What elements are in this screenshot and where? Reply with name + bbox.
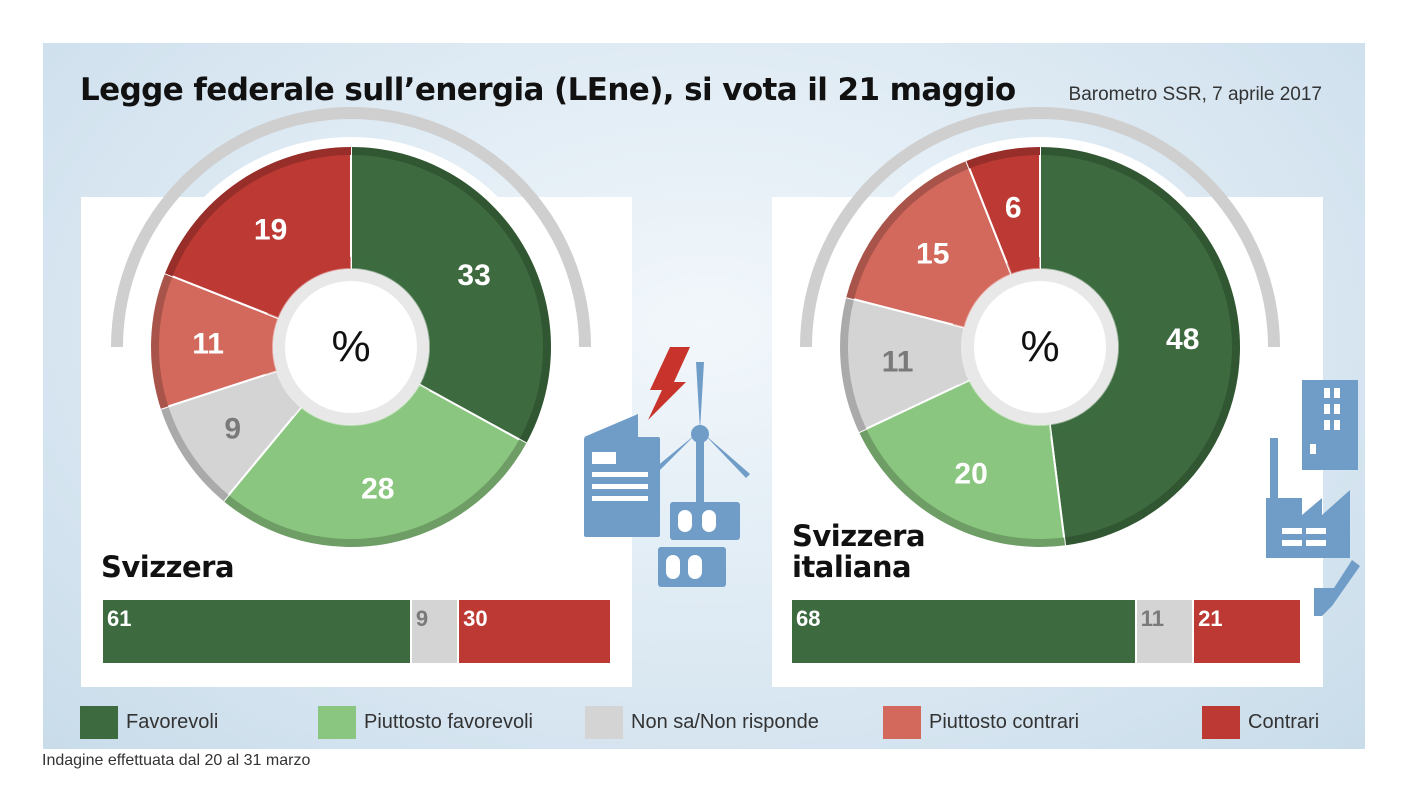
bar-segment-contrari-svizzera: 30 (457, 600, 610, 663)
bar-segment-favorevoli-svizzera-italiana: 68 (792, 600, 1135, 663)
legend-item-piuttosto-contrari: Piuttosto contrari (883, 705, 1079, 739)
legend-item-favorevoli: Favorevoli (80, 705, 218, 739)
legend-swatch (1202, 705, 1240, 739)
legend-item-piuttosto-favorevoli: Piuttosto favorevoli (318, 705, 533, 739)
legend-label: Favorevoli (126, 710, 219, 733)
bar-segment-non-sa-svizzera-italiana: 11 (1134, 600, 1193, 663)
lightning-icon (648, 347, 690, 420)
bar-label-non-sa-svizzera: 9 (415, 606, 429, 631)
legend-swatch (883, 705, 921, 739)
legend-item-non-sa: Non sa/Non risponde (585, 705, 819, 739)
bar-segment-non-sa-svizzera: 9 (409, 600, 458, 663)
bar-label-non-sa-svizzera-italiana: 11 (1140, 606, 1164, 631)
chart-title: Legge federale sull’energia (LEne), si v… (80, 72, 1016, 108)
region-name-svizzera-italiana: Svizzera italiana (792, 519, 926, 584)
bar-segment-favorevoli-svizzera: 61 (103, 600, 410, 663)
buildings-icon (1266, 380, 1360, 616)
legend-swatch (80, 705, 118, 739)
legend-swatch (585, 705, 623, 739)
legend-swatch (318, 705, 356, 739)
legend-label: Contrari (1248, 710, 1320, 733)
bar-label-contrari-svizzera-italiana: 21 (1198, 606, 1223, 631)
legend-label: Piuttosto favorevoli (364, 710, 533, 733)
region-name-svizzera: Svizzera (101, 550, 235, 584)
footnote: Indagine effettuata dal 20 al 31 marzo (42, 752, 311, 769)
bar-segment-contrari-svizzera-italiana: 21 (1192, 600, 1300, 663)
bar-label-contrari-svizzera: 30 (463, 606, 488, 631)
legend-label: Piuttosto contrari (929, 710, 1080, 733)
stacked-bar-svizzera-italiana: 68 11 21 (792, 600, 1300, 663)
chart-source: Barometro SSR, 7 aprile 2017 (1068, 84, 1322, 105)
energy-icon (584, 347, 750, 587)
legend-item-contrari: Contrari (1202, 705, 1319, 739)
legend-label: Non sa/Non risponde (631, 710, 819, 733)
bar-label-favorevoli-svizzera: 61 (107, 606, 132, 631)
legend: Favorevoli Piuttosto favorevoli Non sa/Non… (0, 705, 1408, 739)
stacked-bar-svizzera: 61 9 30 (103, 600, 610, 663)
bar-label-favorevoli-svizzera-italiana: 68 (796, 606, 821, 631)
